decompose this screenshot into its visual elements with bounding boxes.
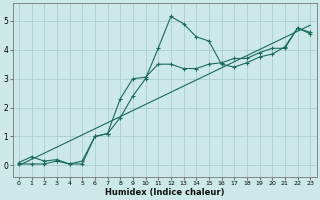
X-axis label: Humidex (Indice chaleur): Humidex (Indice chaleur) [105,188,224,197]
